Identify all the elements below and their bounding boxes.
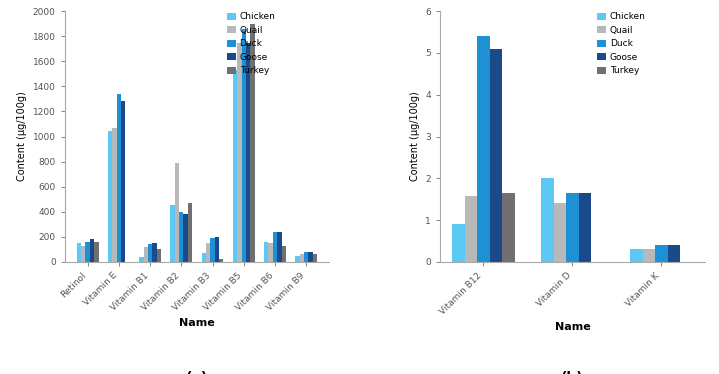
Bar xyxy=(157,249,161,262)
Bar xyxy=(313,254,317,262)
Bar xyxy=(296,256,300,262)
Bar xyxy=(631,249,643,262)
Bar xyxy=(206,243,211,262)
Bar xyxy=(201,253,206,262)
Legend: Chicken, Quail, Duck, Goose, Turkey: Chicken, Quail, Duck, Goose, Turkey xyxy=(224,9,279,79)
Bar xyxy=(246,43,250,262)
Bar xyxy=(264,242,268,262)
Bar xyxy=(502,193,515,262)
Bar xyxy=(183,214,188,262)
Bar xyxy=(116,94,121,262)
Bar xyxy=(242,29,246,262)
Bar xyxy=(86,242,90,262)
Bar xyxy=(175,163,179,262)
Bar xyxy=(233,70,237,262)
Bar xyxy=(554,203,566,262)
Bar xyxy=(112,128,116,262)
Bar xyxy=(90,239,94,262)
Bar xyxy=(108,132,112,262)
Bar xyxy=(541,178,554,262)
Bar xyxy=(211,238,215,262)
Y-axis label: Content (μg/100g): Content (μg/100g) xyxy=(17,92,27,181)
Bar xyxy=(273,232,277,262)
Bar xyxy=(308,252,313,262)
Bar xyxy=(219,259,224,262)
Bar xyxy=(152,243,157,262)
Bar xyxy=(94,242,99,262)
Bar xyxy=(477,36,490,262)
Bar xyxy=(148,244,152,262)
Bar xyxy=(579,193,591,262)
Y-axis label: Content (μg/100g): Content (μg/100g) xyxy=(410,92,420,181)
Bar xyxy=(215,237,219,262)
Bar xyxy=(237,43,242,262)
Bar xyxy=(170,205,175,262)
X-axis label: Name: Name xyxy=(179,318,215,328)
Bar xyxy=(121,101,125,262)
Bar xyxy=(490,49,502,262)
Bar xyxy=(304,252,308,262)
Bar xyxy=(77,243,81,262)
Legend: Chicken, Quail, Duck, Goose, Turkey: Chicken, Quail, Duck, Goose, Turkey xyxy=(594,9,649,79)
Bar xyxy=(452,224,464,262)
Bar xyxy=(268,243,273,262)
Bar xyxy=(464,196,477,262)
Text: (a): (a) xyxy=(186,371,208,374)
Bar xyxy=(250,24,255,262)
Bar xyxy=(282,245,286,262)
Bar xyxy=(188,203,192,262)
Bar xyxy=(300,254,304,262)
X-axis label: Name: Name xyxy=(554,322,590,332)
Text: (b): (b) xyxy=(561,371,584,374)
Bar xyxy=(277,232,282,262)
Bar xyxy=(655,245,668,262)
Bar xyxy=(643,249,655,262)
Bar xyxy=(566,193,579,262)
Bar xyxy=(144,247,148,262)
Bar xyxy=(139,257,144,262)
Bar xyxy=(81,245,86,262)
Bar xyxy=(179,212,183,262)
Bar xyxy=(668,245,680,262)
